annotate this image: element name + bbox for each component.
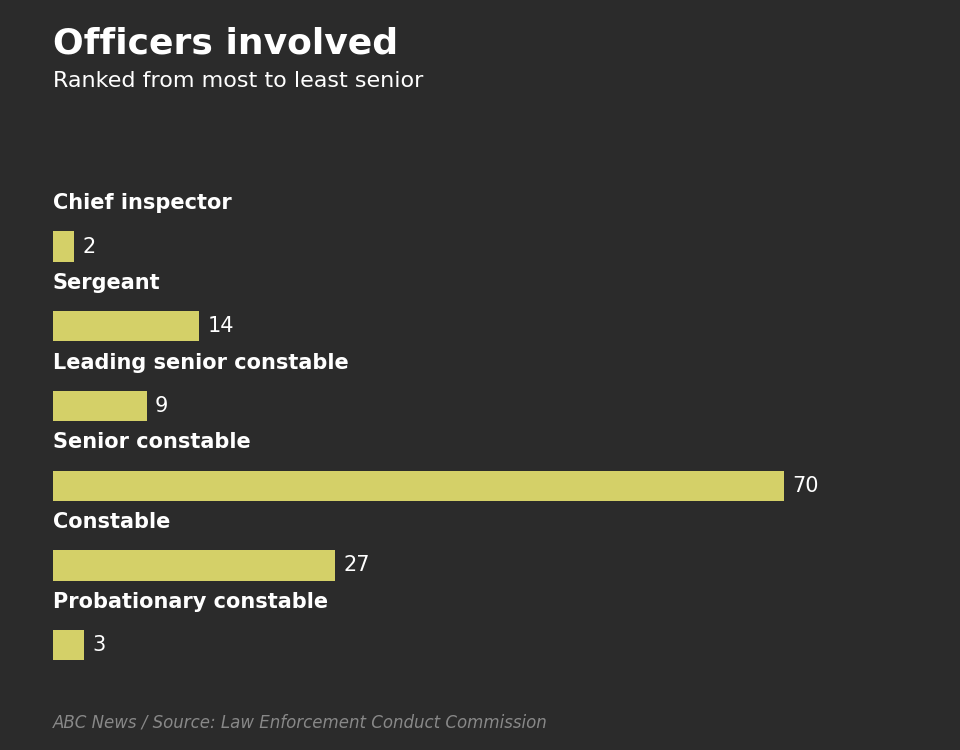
Text: Chief inspector: Chief inspector bbox=[53, 194, 231, 213]
Text: Leading senior constable: Leading senior constable bbox=[53, 352, 348, 373]
Text: Probationary constable: Probationary constable bbox=[53, 592, 328, 611]
Text: Constable: Constable bbox=[53, 512, 170, 532]
Bar bbox=[53, 311, 199, 341]
Text: 14: 14 bbox=[207, 316, 234, 336]
Bar bbox=[53, 391, 147, 422]
Bar bbox=[53, 232, 74, 262]
Text: 9: 9 bbox=[156, 396, 169, 416]
Text: Sergeant: Sergeant bbox=[53, 273, 160, 292]
Text: ABC News / Source: Law Enforcement Conduct Commission: ABC News / Source: Law Enforcement Condu… bbox=[53, 713, 547, 731]
Text: 2: 2 bbox=[82, 236, 95, 256]
Text: 70: 70 bbox=[792, 476, 819, 496]
Text: Officers involved: Officers involved bbox=[53, 26, 398, 60]
Bar bbox=[53, 630, 84, 660]
Text: Ranked from most to least senior: Ranked from most to least senior bbox=[53, 71, 423, 92]
Text: 27: 27 bbox=[343, 555, 370, 575]
Bar bbox=[53, 550, 335, 580]
Bar bbox=[53, 470, 783, 501]
Text: Senior constable: Senior constable bbox=[53, 432, 251, 452]
Text: 3: 3 bbox=[92, 635, 106, 655]
